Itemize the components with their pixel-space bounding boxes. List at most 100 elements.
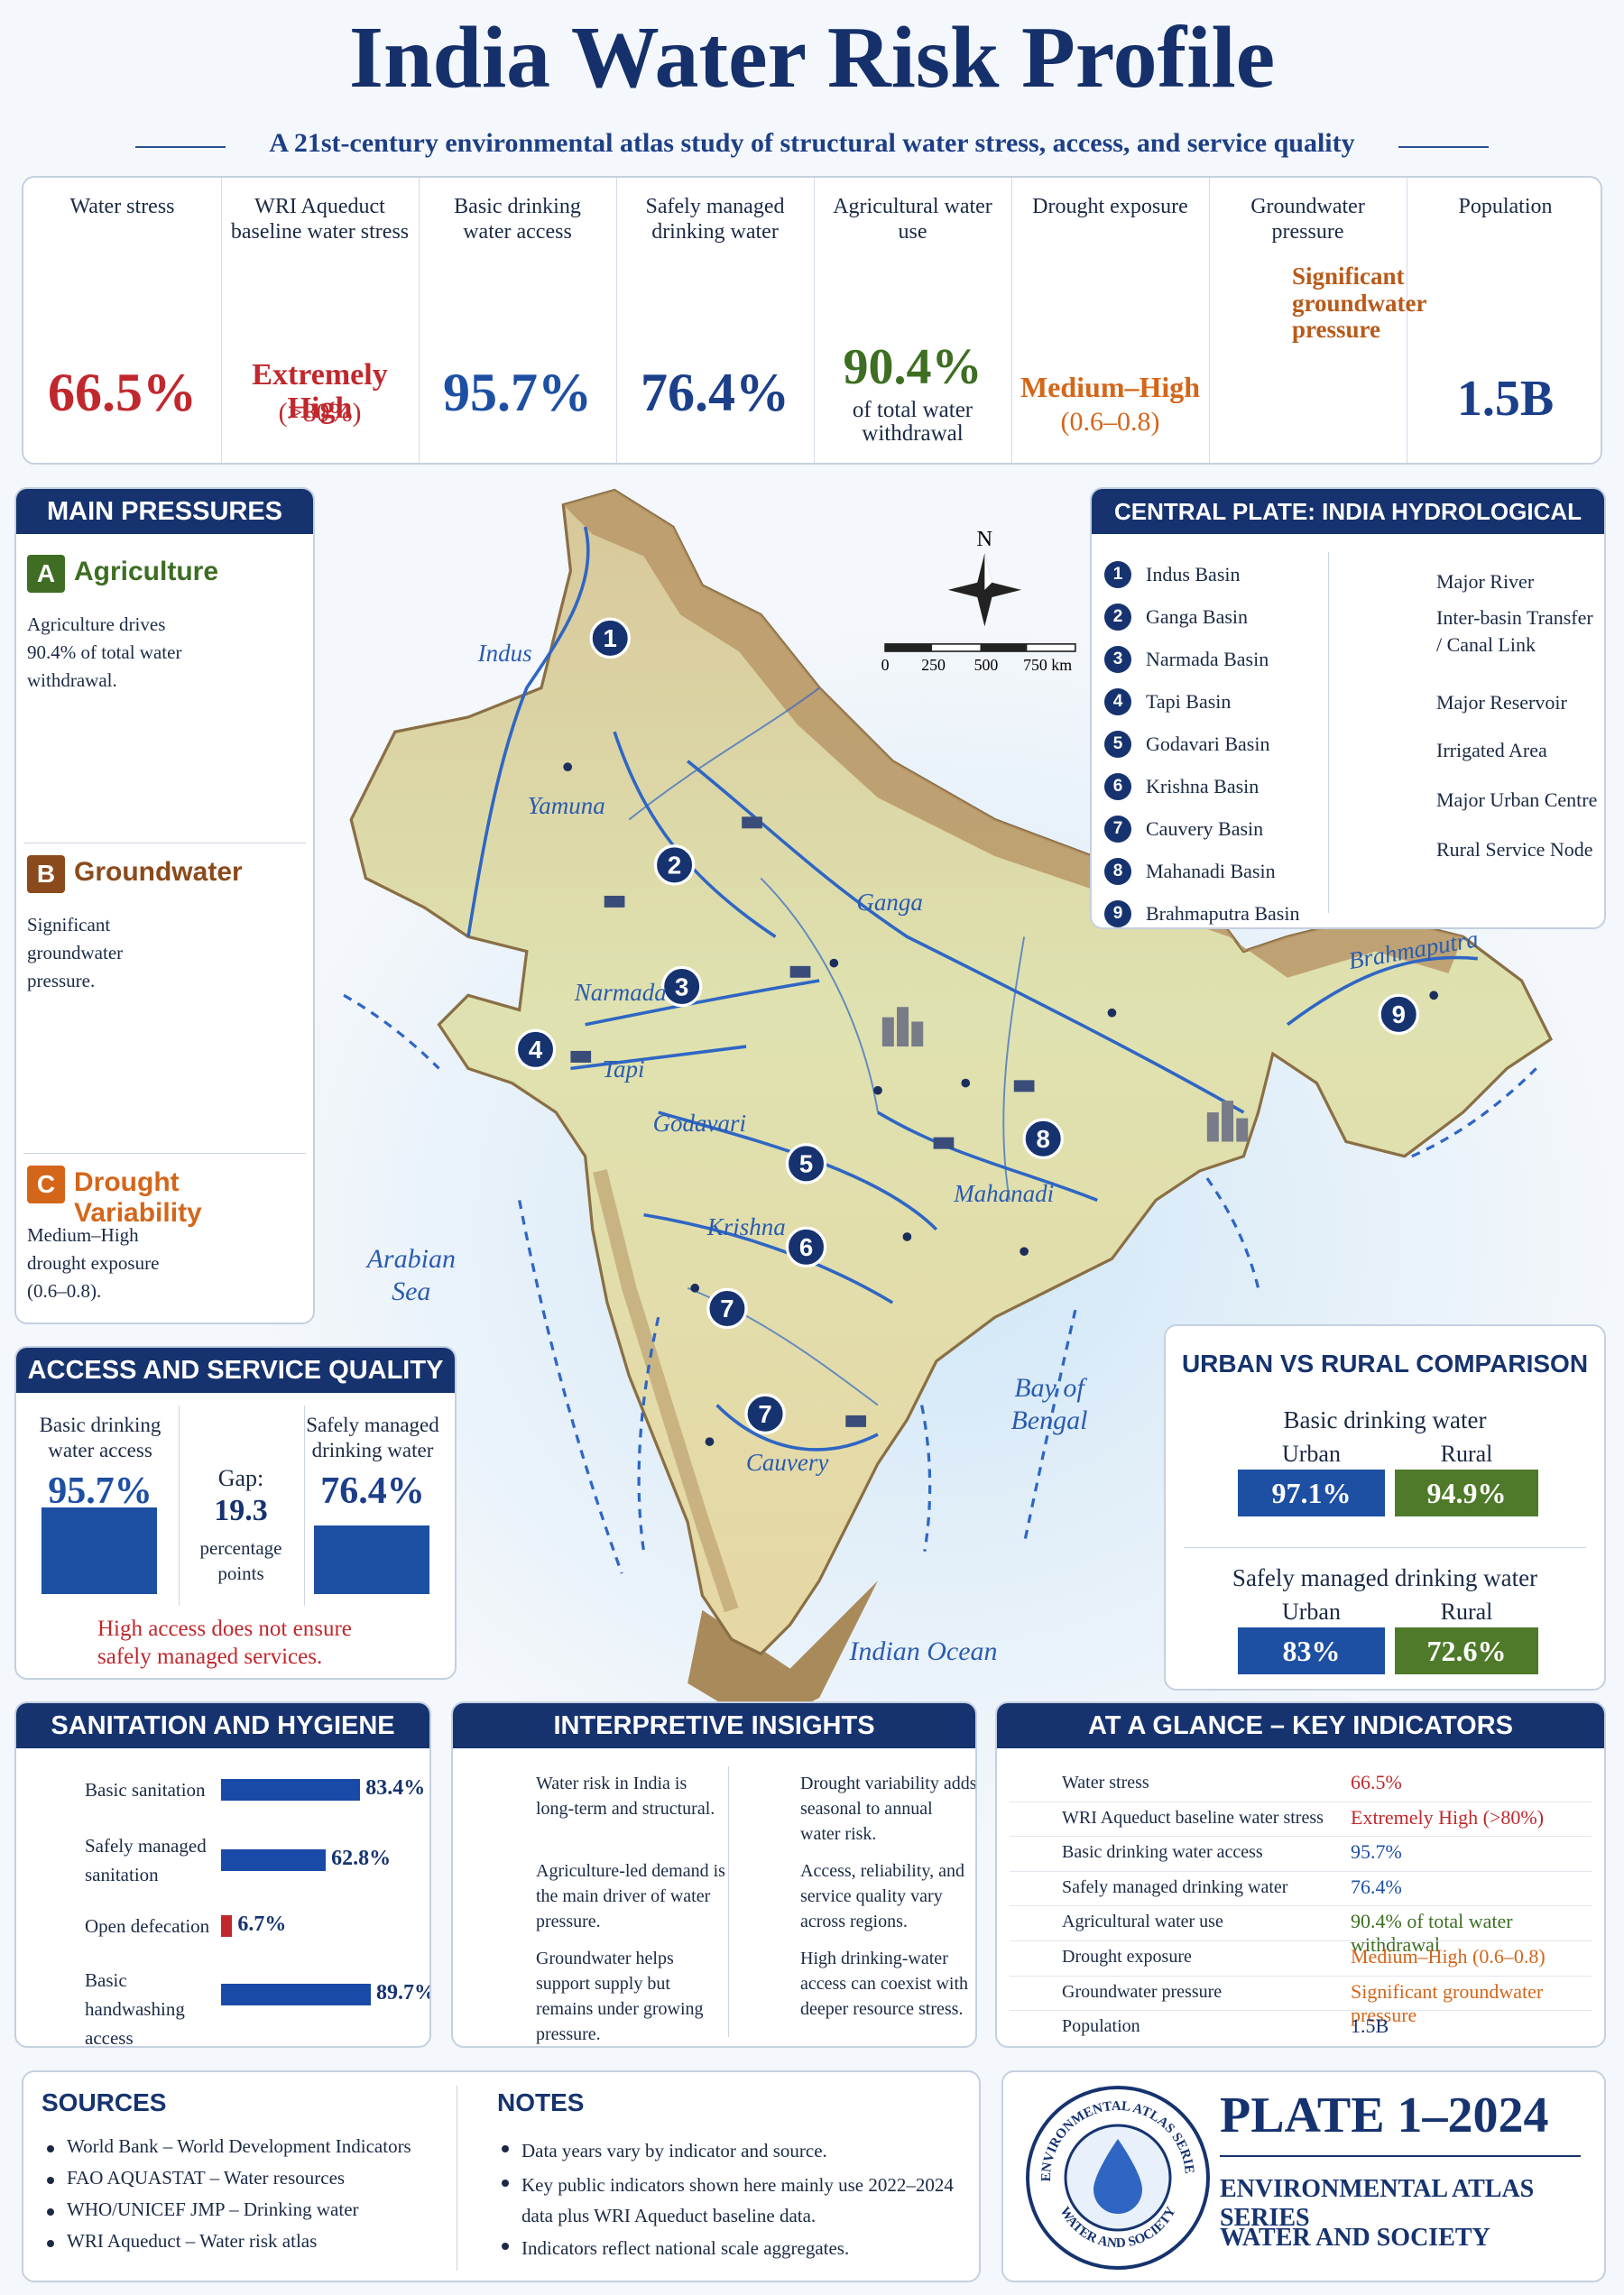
notes-title: NOTES xyxy=(497,2088,585,2116)
bullet xyxy=(47,2240,54,2247)
seal-drop xyxy=(1093,2139,1142,2214)
decoration xyxy=(1411,1067,1537,1158)
decoration xyxy=(563,762,573,772)
sanitation-label: Open defecation xyxy=(85,1915,210,1937)
basin-number: 4 xyxy=(529,1036,543,1064)
scale-label: 500 xyxy=(974,656,999,674)
decoration xyxy=(604,895,625,908)
scale-label: 750 km xyxy=(1023,656,1072,674)
indicator-label: Basic drinking water access xyxy=(454,195,581,244)
row-rule xyxy=(1010,2010,1592,2012)
indicator-label: Groundwater pressure xyxy=(1250,195,1365,244)
sources-notes: SOURCES NOTES World Bank – World Develop… xyxy=(22,2070,981,2282)
scale-label: 0 xyxy=(881,656,890,674)
glance-value: Significant groundwater pressure xyxy=(1351,1979,1544,2026)
gap-label: Gap: xyxy=(217,1465,264,1491)
basin-marker xyxy=(514,1028,557,1071)
sanitation-bar xyxy=(221,1779,361,1801)
legend-number: 2 xyxy=(1104,604,1131,631)
indicator-label: Water stress xyxy=(69,195,175,218)
decoration xyxy=(984,553,992,590)
legend-basin: Indus Basin xyxy=(1146,563,1241,585)
group-title: Safely managed drinking water xyxy=(1232,1564,1538,1591)
panel-header: SANITATION AND HYGIENE xyxy=(16,1703,429,1748)
basin-number: 2 xyxy=(668,852,681,880)
indicator-note: (0.6–0.8) xyxy=(1060,407,1160,437)
note-item: Indicators reflect national scale aggreg… xyxy=(521,2237,850,2259)
legend-symbol-label: Irrigated Area xyxy=(1436,739,1547,761)
river-label: Ganga xyxy=(856,888,923,916)
insights-panel: INTERPRETIVE INSIGHTS Water risk in Indi… xyxy=(451,1701,977,2048)
compass xyxy=(947,553,1021,627)
river-label: Krishna xyxy=(706,1212,786,1240)
glance-label: Population xyxy=(1062,2016,1140,2037)
warning: High access does not ensure safely manag… xyxy=(97,1617,352,1669)
bullet xyxy=(502,2180,509,2187)
indicator-card: Agricultural water use 90.4% of total wate… xyxy=(814,178,1012,463)
urban-centres xyxy=(881,1007,1249,1142)
section-text: Medium–High drought exposure (0.6–0.8). xyxy=(27,1221,162,1305)
flow-arrows xyxy=(343,993,1537,1574)
cliff xyxy=(687,1581,878,1728)
sanitation-label: Safely managed sanitation xyxy=(85,1835,207,1885)
note-item: Key public indicators shown here mainly … xyxy=(521,2174,954,2226)
legend-number: 4 xyxy=(1104,688,1131,715)
glance-value: 95.7% xyxy=(1351,1840,1402,1864)
gap-box xyxy=(179,1406,305,1606)
indicator-card: WRI Aqueduct baseline water stress Extrem… xyxy=(221,178,420,463)
decoration xyxy=(1206,1112,1219,1142)
river-label: Tapi xyxy=(602,1055,645,1083)
sanitation-label: Basic handwashing access xyxy=(85,1969,185,2048)
decoration xyxy=(933,1137,955,1149)
glance-label: Agricultural water use xyxy=(1062,1912,1223,1932)
glance-label: WRI Aqueduct baseline water stress xyxy=(1062,1807,1324,1828)
decoration xyxy=(961,1078,971,1088)
sanitation-bar xyxy=(221,1984,371,2005)
insight-text: Groundwater helps support supply but rem… xyxy=(536,1949,704,2044)
legend-number: 3 xyxy=(1104,646,1131,673)
sanitation-label: Basic sanitation xyxy=(85,1779,206,1801)
plate-series: ENVIRONMENTAL ATLAS SERIES xyxy=(1220,2175,1535,2232)
access-bar xyxy=(314,1525,429,1594)
legend-basin: Cauvery Basin xyxy=(1146,817,1264,840)
group-title: Basic drinking water xyxy=(1283,1406,1487,1433)
indicator-card: Basic drinking water access 95.7% xyxy=(419,178,617,463)
scale-label: 250 xyxy=(921,656,946,674)
indicator-value: 90.4% xyxy=(843,339,983,395)
plate-subtitle: WATER AND SOCIETY xyxy=(1220,2224,1490,2252)
section-badge: C xyxy=(27,1166,65,1203)
decoration xyxy=(911,1021,924,1047)
legend-symbol-label: Rural Service Node xyxy=(1436,838,1593,861)
section-title: Groundwater xyxy=(74,857,243,887)
basin-marker xyxy=(785,1143,827,1184)
basin-number: 3 xyxy=(675,972,688,1000)
urban-value: 83% xyxy=(1238,1627,1385,1674)
glance-label: Safely managed drinking water xyxy=(1062,1876,1288,1897)
decoration xyxy=(570,1045,747,1071)
legend-symbol-label: Inter-basin Transfer / Canal Link xyxy=(1436,606,1593,656)
basin-marker xyxy=(744,1393,786,1434)
glance-value: 90.4% of total water withdrawal xyxy=(1351,1910,1513,1957)
access-value: 95.7% xyxy=(48,1470,152,1512)
insight-text: High drinking-water access can coexist w… xyxy=(800,1949,969,2019)
compass-n: N xyxy=(977,527,993,551)
decoration xyxy=(877,1111,1098,1203)
legend-symbol-label: Major Reservoir xyxy=(1436,691,1567,714)
decoration xyxy=(518,1200,623,1574)
sanitation-value: 89.7% xyxy=(375,1981,431,2005)
decoration xyxy=(690,1283,700,1293)
legend-number: 9 xyxy=(1104,900,1131,927)
decoration xyxy=(643,1212,894,1304)
divider xyxy=(23,1153,306,1154)
panel-header: INTERPRETIVE INSIGHTS xyxy=(453,1703,975,1748)
map-legend: CENTRAL PLATE: INDIA HYDROLOGICAL ATLAS … xyxy=(1090,487,1606,929)
divider xyxy=(1328,552,1329,913)
access-panel: ACCESS AND SERVICE QUALITY Basic drinkin… xyxy=(14,1346,457,1680)
row-rule xyxy=(1010,1975,1592,1977)
section-text: Agriculture drives 90.4% of total water … xyxy=(27,611,189,695)
indicator-value: 1.5B xyxy=(1456,371,1555,427)
basin-marker xyxy=(660,965,703,1008)
decoration xyxy=(902,1232,912,1241)
row-rule xyxy=(1010,1905,1592,1907)
rural-value: 94.9% xyxy=(1395,1470,1538,1516)
